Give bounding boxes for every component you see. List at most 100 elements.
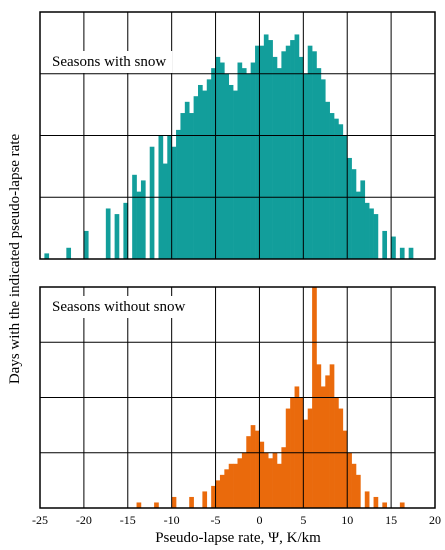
- histogram-bar: [342, 430, 348, 508]
- histogram-bar: [307, 408, 313, 508]
- histogram-bar: [382, 502, 388, 508]
- panel-label-background: [46, 296, 192, 318]
- histogram-bar: [233, 463, 238, 508]
- histogram-bar: [369, 208, 374, 259]
- histogram-bar: [184, 101, 190, 260]
- histogram-bar: [351, 463, 357, 508]
- histogram-bar: [285, 45, 291, 259]
- histogram-bar: [198, 84, 203, 260]
- histogram-bar: [408, 247, 414, 259]
- panel-frame: [39, 286, 436, 509]
- histogram-bar: [149, 146, 155, 259]
- histogram-bar: [123, 202, 129, 259]
- x-tick-label: 10: [341, 513, 353, 527]
- histogram-bar: [250, 425, 256, 508]
- histogram-bar: [215, 480, 221, 508]
- histogram-bar: [237, 62, 243, 259]
- y-axis-title: Days with the indicated pseudo-lapse rat…: [7, 133, 23, 384]
- histogram-bar: [202, 90, 208, 259]
- histogram-bar: [224, 73, 230, 259]
- histogram-bar: [176, 129, 181, 259]
- histogram-panel-1: Seasons with snow: [39, 11, 436, 260]
- histogram-bar: [399, 247, 405, 259]
- histogram-bar: [356, 474, 361, 508]
- histogram-bar: [329, 364, 335, 508]
- panel-label: Seasons with snow: [52, 54, 166, 70]
- x-tick-label: 20: [429, 513, 441, 527]
- histogram-bar: [189, 113, 194, 259]
- histogram-bar: [241, 452, 247, 508]
- histogram-bar: [277, 463, 282, 508]
- histogram-bar: [259, 441, 265, 508]
- histogram-bar: [290, 40, 295, 260]
- histogram-bar: [255, 430, 260, 508]
- histogram-bar: [189, 496, 194, 508]
- histogram-bar: [136, 502, 142, 508]
- histogram-panel-2: Seasons without snow: [39, 286, 436, 509]
- histogram-bar: [360, 180, 366, 259]
- histogram-bar: [202, 491, 208, 508]
- histogram-bar: [391, 236, 396, 259]
- histogram-bar: [320, 79, 326, 259]
- histogram-bar: [316, 68, 322, 260]
- histogram-bar: [140, 180, 146, 259]
- histogram-bar: [219, 62, 225, 259]
- histogram-bar: [241, 68, 247, 260]
- histogram-bar: [356, 191, 361, 259]
- histogram-bar: [338, 124, 344, 259]
- histogram-bar: [285, 408, 291, 508]
- histogram-bar: [316, 364, 322, 508]
- histogram-bar: [329, 113, 335, 259]
- x-tick-label: -25: [32, 513, 48, 527]
- histogram-bar: [303, 419, 309, 508]
- histogram-bar: [211, 485, 216, 508]
- histogram-bar: [246, 436, 251, 508]
- x-tick-label: -10: [164, 513, 180, 527]
- histogram-bar: [294, 386, 300, 508]
- histogram-bar: [44, 253, 50, 259]
- histogram-bar: [193, 96, 199, 259]
- panel-label: Seasons without snow: [52, 299, 186, 315]
- histogram-bar: [105, 208, 111, 259]
- histogram-bar: [373, 496, 379, 508]
- histogram-bar: [325, 375, 330, 508]
- histogram-bar: [263, 452, 269, 508]
- histogram-bar: [268, 458, 273, 508]
- histogram-bar: [303, 73, 309, 259]
- histogram-bar: [215, 56, 221, 260]
- histogram-bar: [298, 56, 304, 260]
- histogram-bar: [268, 40, 273, 260]
- histogram-bar: [281, 51, 287, 259]
- histogram-bar: [277, 68, 282, 260]
- histogram-bar: [338, 408, 344, 508]
- histogram-bar: [364, 202, 370, 259]
- x-tick-label: -20: [76, 513, 92, 527]
- histogram-bar: [132, 174, 137, 259]
- histogram-bar: [66, 247, 72, 259]
- histogram-bar: [373, 214, 379, 259]
- histogram-bar: [219, 474, 225, 508]
- x-tick-label: 5: [300, 513, 306, 527]
- histogram-bar: [325, 101, 330, 260]
- x-tick-label: -15: [120, 513, 136, 527]
- x-tick-label: 0: [256, 513, 262, 527]
- histogram-bar: [233, 90, 238, 259]
- histogram-bar: [272, 452, 278, 508]
- histogram-bar: [237, 458, 243, 508]
- histogram-bar: [294, 34, 300, 259]
- histogram-bar: [136, 191, 142, 259]
- histogram-bar: [250, 62, 256, 259]
- histogram-bar: [246, 73, 251, 259]
- histogram-bar: [114, 214, 120, 259]
- histogram-bar: [351, 169, 357, 259]
- x-axis: -25 -20 -15 -10 -5 0 5 10 15 20: [32, 513, 441, 527]
- histogram-bar: [171, 146, 177, 259]
- histogram-bar: [364, 491, 370, 508]
- histogram-bar: [307, 45, 313, 259]
- histogram-bar: [382, 230, 388, 259]
- panel-label-background: [46, 51, 173, 73]
- x-tick-label: 15: [385, 513, 397, 527]
- histogram-bar: [312, 51, 317, 259]
- histogram-bar: [347, 452, 352, 508]
- histogram-bar: [180, 113, 186, 259]
